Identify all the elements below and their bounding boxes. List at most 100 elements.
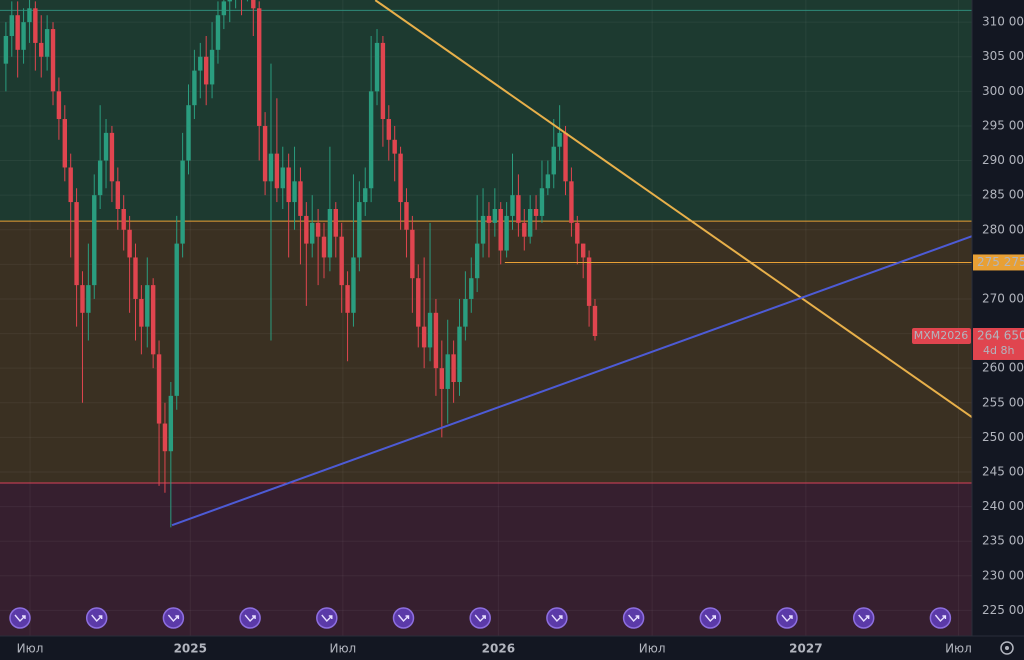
candle-body xyxy=(586,257,592,306)
plot-area: MXM2026 xyxy=(0,0,972,636)
candle-body xyxy=(121,209,126,230)
candle-body xyxy=(474,243,480,279)
y-tick-label: 300 000 xyxy=(982,84,1024,98)
candle-body xyxy=(227,0,232,2)
candle-body xyxy=(33,8,38,43)
candle-body xyxy=(333,209,338,237)
candle-body xyxy=(80,285,85,313)
candle-body xyxy=(351,257,356,313)
icon-circle xyxy=(699,607,722,629)
candle-body xyxy=(504,215,509,251)
event-icon[interactable] xyxy=(392,607,415,629)
candle-body xyxy=(551,146,556,175)
candle-body xyxy=(39,42,44,57)
candle-body xyxy=(363,188,368,203)
candle-body xyxy=(386,119,391,140)
icon-arrow xyxy=(628,614,640,623)
event-icon[interactable] xyxy=(85,607,108,629)
icon-arrow xyxy=(321,614,333,623)
candle-body xyxy=(50,29,56,92)
candle-body xyxy=(115,181,121,210)
candle-body xyxy=(139,298,144,327)
icon-circle xyxy=(9,607,31,629)
candle-body xyxy=(463,298,468,327)
event-icon[interactable] xyxy=(316,607,338,629)
event-icon[interactable] xyxy=(162,607,185,629)
settings-button[interactable] xyxy=(1000,641,1014,655)
icon-circle xyxy=(929,607,952,629)
icon-circle xyxy=(776,607,798,629)
x-tick-label: 2026 xyxy=(482,642,515,656)
icon-circle xyxy=(469,607,491,629)
candle-body xyxy=(368,91,374,189)
candle-body xyxy=(480,215,486,244)
trendline xyxy=(171,235,972,527)
candle-body xyxy=(97,160,103,196)
candle-body xyxy=(109,132,115,182)
candle-body xyxy=(251,0,256,9)
last-price-label: 264 650 xyxy=(977,328,1024,342)
candle-body xyxy=(150,285,156,355)
event-icon[interactable] xyxy=(239,607,261,629)
icon-arrow xyxy=(934,614,947,623)
event-icon[interactable] xyxy=(9,607,31,629)
candle-body xyxy=(274,153,280,189)
event-icon[interactable] xyxy=(852,607,875,629)
candle-body xyxy=(133,257,138,299)
candle-body xyxy=(68,167,73,203)
icon-arrow xyxy=(858,614,870,623)
y-tick-label: 240 000 xyxy=(982,499,1024,513)
axes: 225 000 230 000 235 000 240 000 245 000 250 0… xyxy=(17,15,1024,656)
price-line-tag xyxy=(973,254,1024,271)
candle-body xyxy=(492,209,498,223)
x-tick-label: Июл xyxy=(17,642,44,656)
icon-arrow xyxy=(474,614,486,623)
y-tick-label: 245 000 xyxy=(982,464,1024,478)
candle-body xyxy=(56,91,62,120)
icon-circle xyxy=(85,607,108,629)
icon-circle xyxy=(622,607,645,629)
event-icon[interactable] xyxy=(929,607,952,629)
candle-body xyxy=(209,49,215,85)
candle-body xyxy=(416,278,421,327)
candle-body xyxy=(145,285,150,327)
y-tick-label: 290 000 xyxy=(982,153,1024,167)
candle-body xyxy=(186,105,191,161)
candle-body xyxy=(398,153,403,203)
candle-body xyxy=(280,167,285,189)
price-line-label: 275 275 xyxy=(977,255,1024,269)
event-icon[interactable] xyxy=(546,607,568,629)
candle-body xyxy=(527,209,533,237)
candle-body xyxy=(74,202,79,286)
x-tick-label: Июл xyxy=(639,642,666,656)
icon-circle xyxy=(239,607,261,629)
event-icon[interactable] xyxy=(699,607,722,629)
symbol-tag xyxy=(912,327,971,344)
candle-body xyxy=(304,215,309,244)
candle-body xyxy=(510,195,515,216)
x-tick-label: Июл xyxy=(945,642,972,656)
candle-body xyxy=(392,139,397,154)
candle-body xyxy=(292,181,297,203)
event-icon[interactable] xyxy=(776,607,798,629)
x-tick-label: 2027 xyxy=(789,642,822,656)
candle-body xyxy=(404,202,409,230)
candle-body xyxy=(321,236,327,258)
y-tick-label: 280 000 xyxy=(982,222,1024,236)
zone xyxy=(0,221,972,484)
icon-circle xyxy=(162,607,185,629)
event-icon[interactable] xyxy=(622,607,645,629)
x-tick-label: 2025 xyxy=(174,642,207,656)
candle-body xyxy=(339,236,344,286)
candle-body xyxy=(380,42,386,120)
candle-body xyxy=(486,215,492,223)
event-icon[interactable] xyxy=(469,607,491,629)
candle-body xyxy=(327,209,333,258)
y-tick-label: 225 000 xyxy=(982,603,1024,617)
candle-body xyxy=(86,285,91,313)
candle-body xyxy=(410,229,415,279)
candle-body xyxy=(421,326,427,348)
candle-body xyxy=(3,35,9,64)
icon-arrow xyxy=(91,614,103,623)
